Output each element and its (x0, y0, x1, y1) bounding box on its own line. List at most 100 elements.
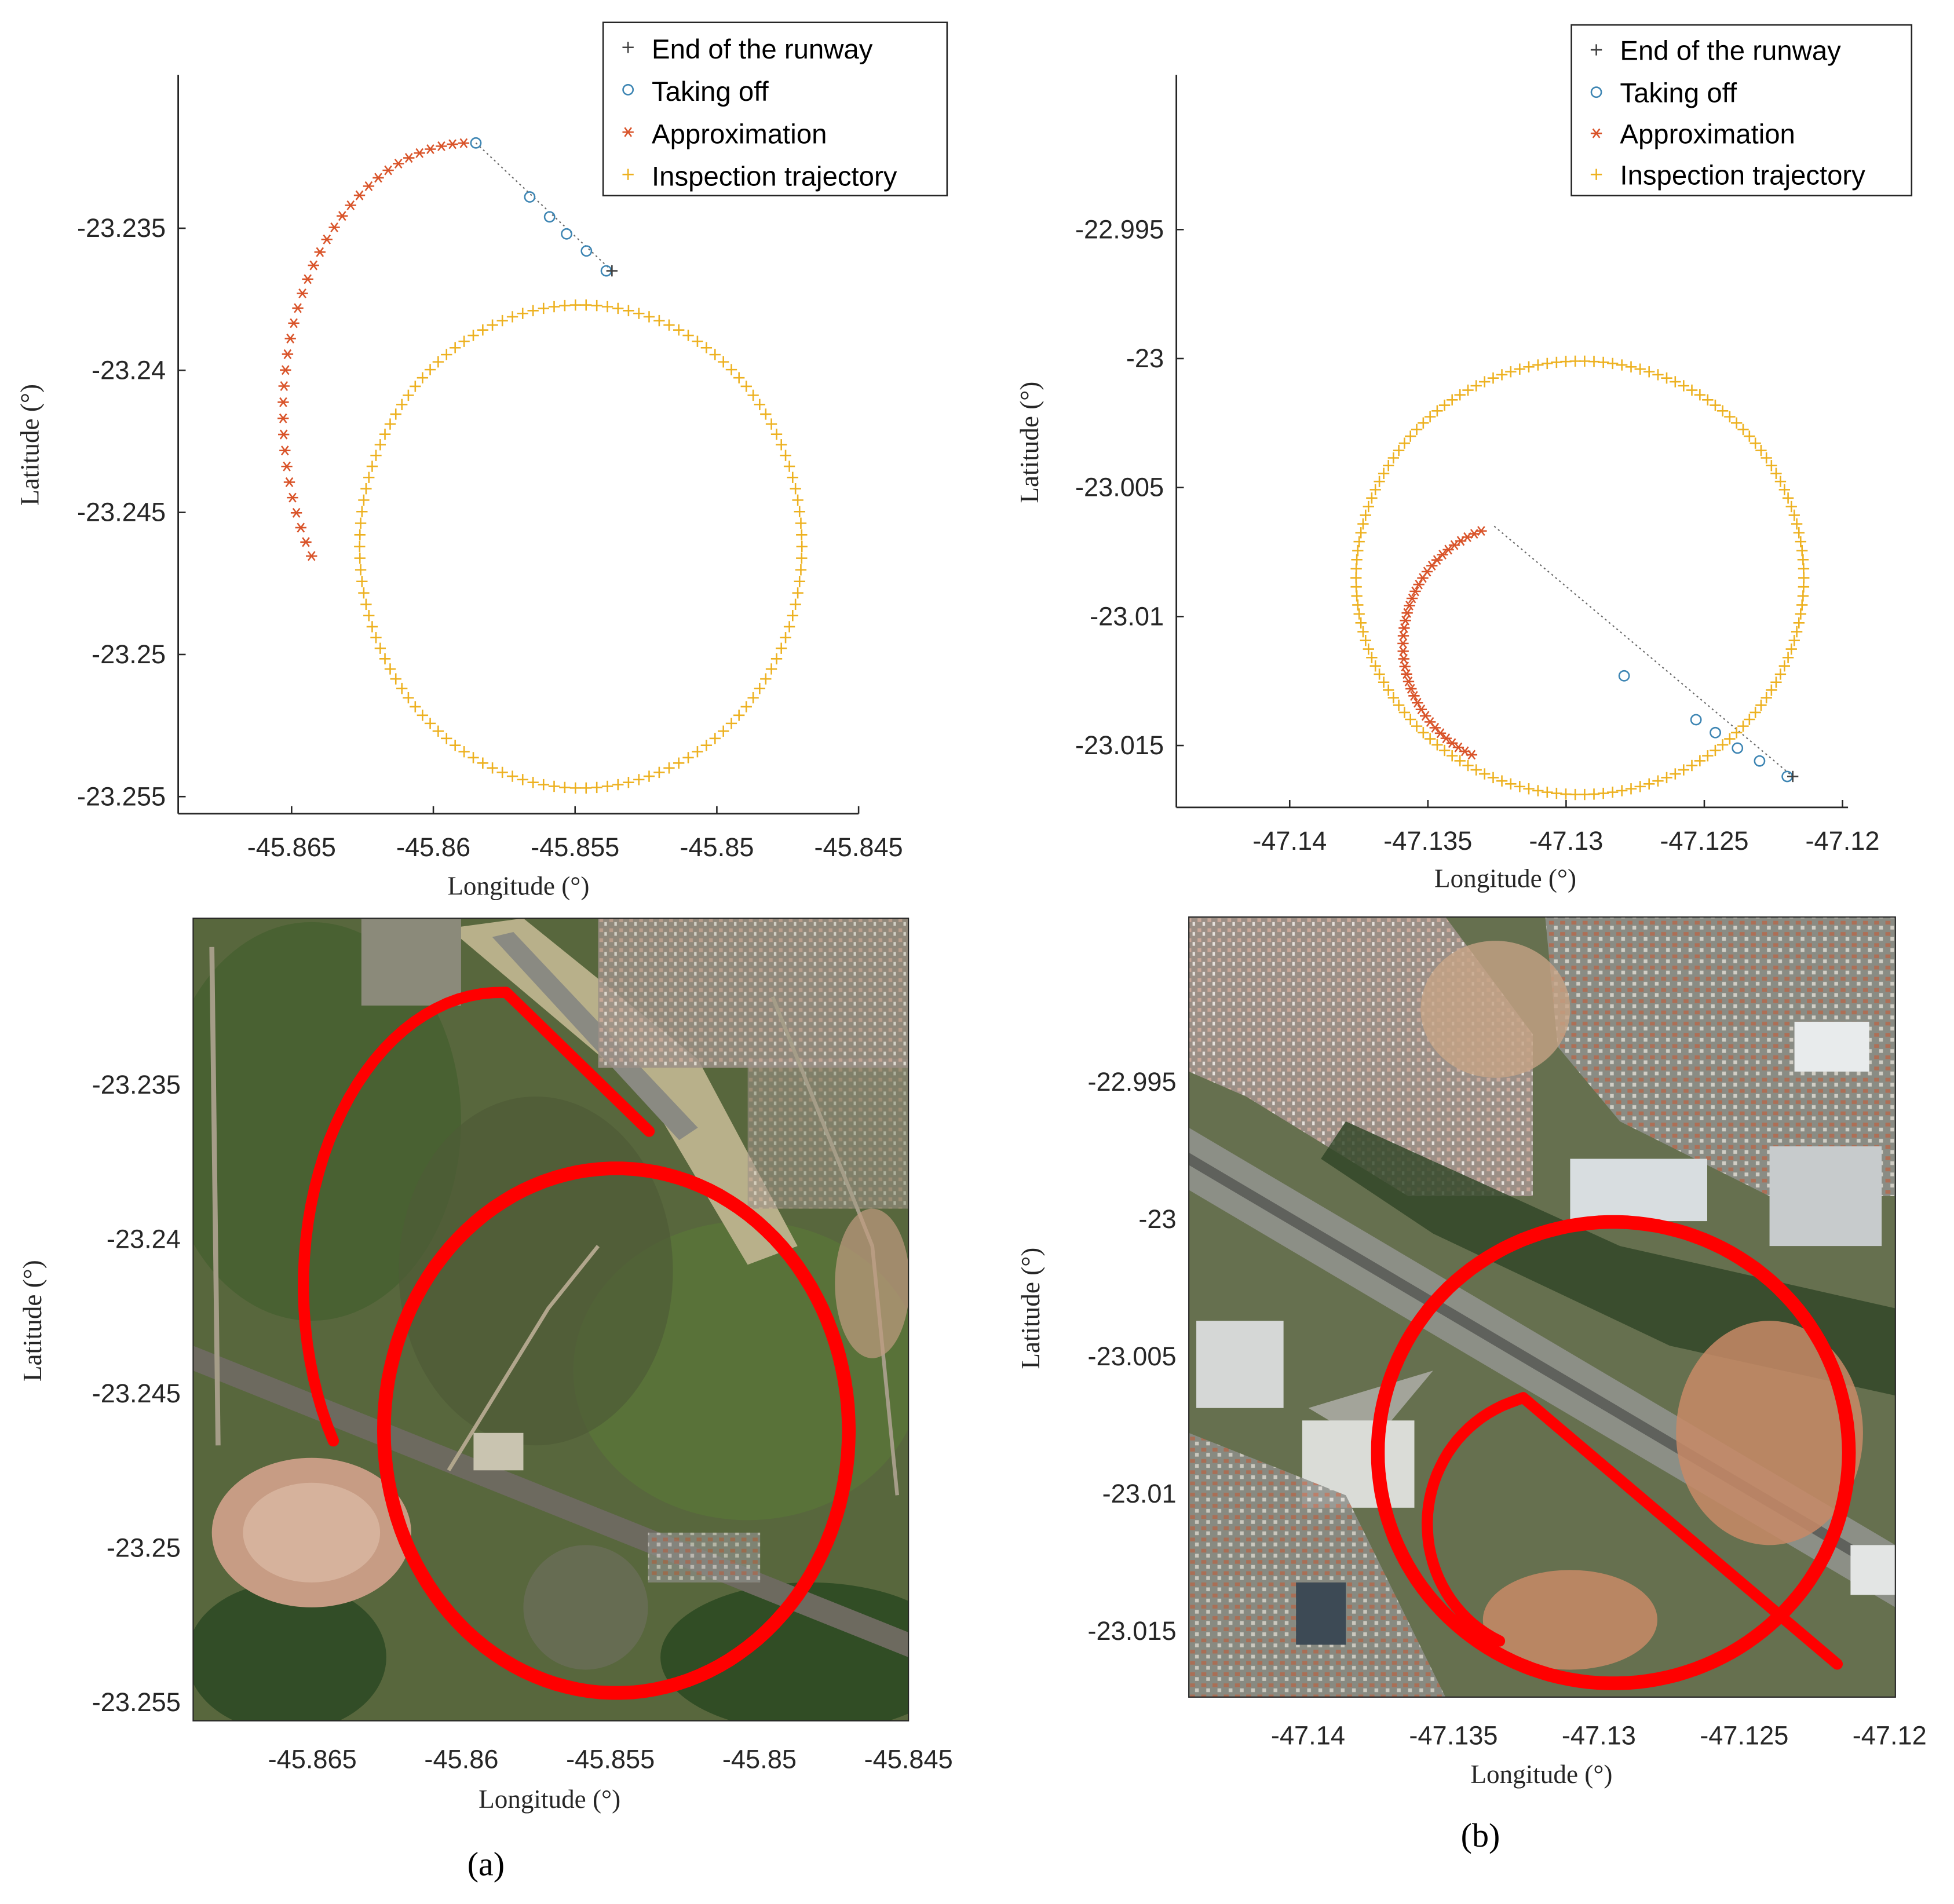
panel-label-a-text: (a) (468, 1845, 505, 1883)
inspection-point (417, 372, 429, 383)
inspection-point (356, 576, 368, 587)
series-approximation (277, 138, 470, 561)
inspection-point (794, 506, 805, 517)
inspection-point (527, 777, 539, 788)
x-axis-label: Longitude (°) (1434, 864, 1576, 893)
inspection-point (1569, 788, 1581, 801)
inspection-point (673, 757, 685, 769)
inspection-point (1551, 787, 1562, 799)
inspection-point (1496, 775, 1508, 787)
approximation-point (328, 222, 340, 233)
legend-marker-inspection (1590, 169, 1602, 180)
inspection-point (1791, 518, 1803, 530)
inspection-point (384, 663, 396, 675)
inspection-point (1737, 720, 1749, 732)
inspection-point (450, 342, 461, 353)
inspection-point (366, 621, 378, 633)
inspection-point (370, 632, 382, 644)
takeoff-connector-line (475, 142, 613, 272)
inspection-point (1355, 527, 1367, 539)
inspection-point (458, 335, 470, 347)
inspection-point (1652, 775, 1664, 787)
inspection-point (1369, 660, 1381, 672)
inspection-circle-path (377, 1161, 856, 1700)
inspection-point (795, 517, 807, 529)
approximation-point (1412, 697, 1423, 708)
approximation-point (403, 153, 415, 163)
inspection-point (1353, 608, 1365, 620)
inspection-point (1793, 527, 1805, 539)
approach-path (298, 986, 655, 1447)
approximation-point (1400, 615, 1411, 626)
legend-label-approximation: Approximation (652, 119, 827, 149)
inspection-point (1357, 518, 1369, 530)
inspection-point (1551, 356, 1562, 368)
legend-label-takeoff: Taking off (1620, 78, 1737, 108)
approximation-point (1406, 593, 1418, 604)
approximation-point (1434, 728, 1447, 739)
inspection-point (1355, 617, 1367, 628)
x-tick-label: -47.13 (1529, 826, 1603, 856)
x-axis-label: Longitude (°) (1470, 1760, 1612, 1789)
inspection-point (1352, 544, 1364, 557)
chart-b-top: -22.995-23-23.005-23.01-23.015 -47.14 -47… (1015, 24, 1913, 893)
inspection-point (740, 701, 752, 712)
approximation-point (1466, 750, 1478, 760)
y-tick-label: -23.25 (92, 639, 166, 669)
legend-marker-inspection (622, 169, 634, 180)
inspection-point (794, 576, 805, 587)
inspection-point (379, 429, 391, 440)
inspection-point (682, 330, 694, 341)
approximation-point (382, 165, 394, 176)
inspection-point (765, 663, 777, 675)
inspection-point (458, 746, 470, 758)
inspection-point (1678, 764, 1689, 776)
inspection-point (1360, 509, 1371, 521)
inspection-point (354, 529, 366, 541)
x-tick-label: -45.845 (864, 1744, 953, 1774)
inspection-point (1686, 384, 1698, 396)
inspection-point (410, 701, 421, 712)
inspection-point (591, 299, 602, 312)
inspection-point (663, 762, 675, 774)
inspection-point (1353, 536, 1365, 547)
inspection-point (1724, 733, 1736, 745)
inspection-circle-path (1371, 1215, 1856, 1690)
legend-marker-runway (1590, 44, 1602, 56)
series-takeoff (1618, 670, 1794, 783)
inspection-point (374, 439, 386, 451)
approximation-point (287, 492, 298, 503)
inspection-point (548, 301, 560, 313)
inspection-point (601, 301, 613, 313)
inspection-point (1374, 476, 1385, 487)
approximation-point (1415, 704, 1427, 715)
inspection-point (1387, 452, 1400, 464)
inspection-point (1447, 750, 1458, 762)
inspection-point (355, 564, 367, 576)
inspection-point (1579, 355, 1591, 367)
inspection-point (410, 381, 421, 392)
x-axis-ticks: -45.865 -45.86 -45.855 -45.85 -45.845 (247, 806, 903, 862)
legend-label-approximation: Approximation (1620, 119, 1795, 149)
inspection-point (477, 757, 489, 769)
inspection-point (360, 483, 372, 495)
inspection-point (363, 472, 375, 483)
inspection-point (1382, 684, 1394, 696)
inspection-point (1363, 643, 1374, 655)
inspection-point (559, 781, 571, 794)
y-tick-label: -23.01 (1102, 1479, 1177, 1508)
inspection-point (1652, 369, 1664, 381)
inspection-point (1798, 581, 1810, 593)
inspection-point (1661, 372, 1672, 384)
inspection-point (355, 517, 367, 529)
inspection-point (517, 774, 528, 785)
approximation-point (1397, 631, 1409, 641)
inspection-point (754, 399, 766, 411)
inspection-point (1418, 727, 1429, 739)
approximation-point (337, 211, 348, 221)
x-tick-label: -47.125 (1700, 1721, 1788, 1750)
legend-marker-takeoff (622, 83, 634, 96)
inspection-point (1378, 677, 1390, 688)
inspection-point (1462, 384, 1474, 396)
